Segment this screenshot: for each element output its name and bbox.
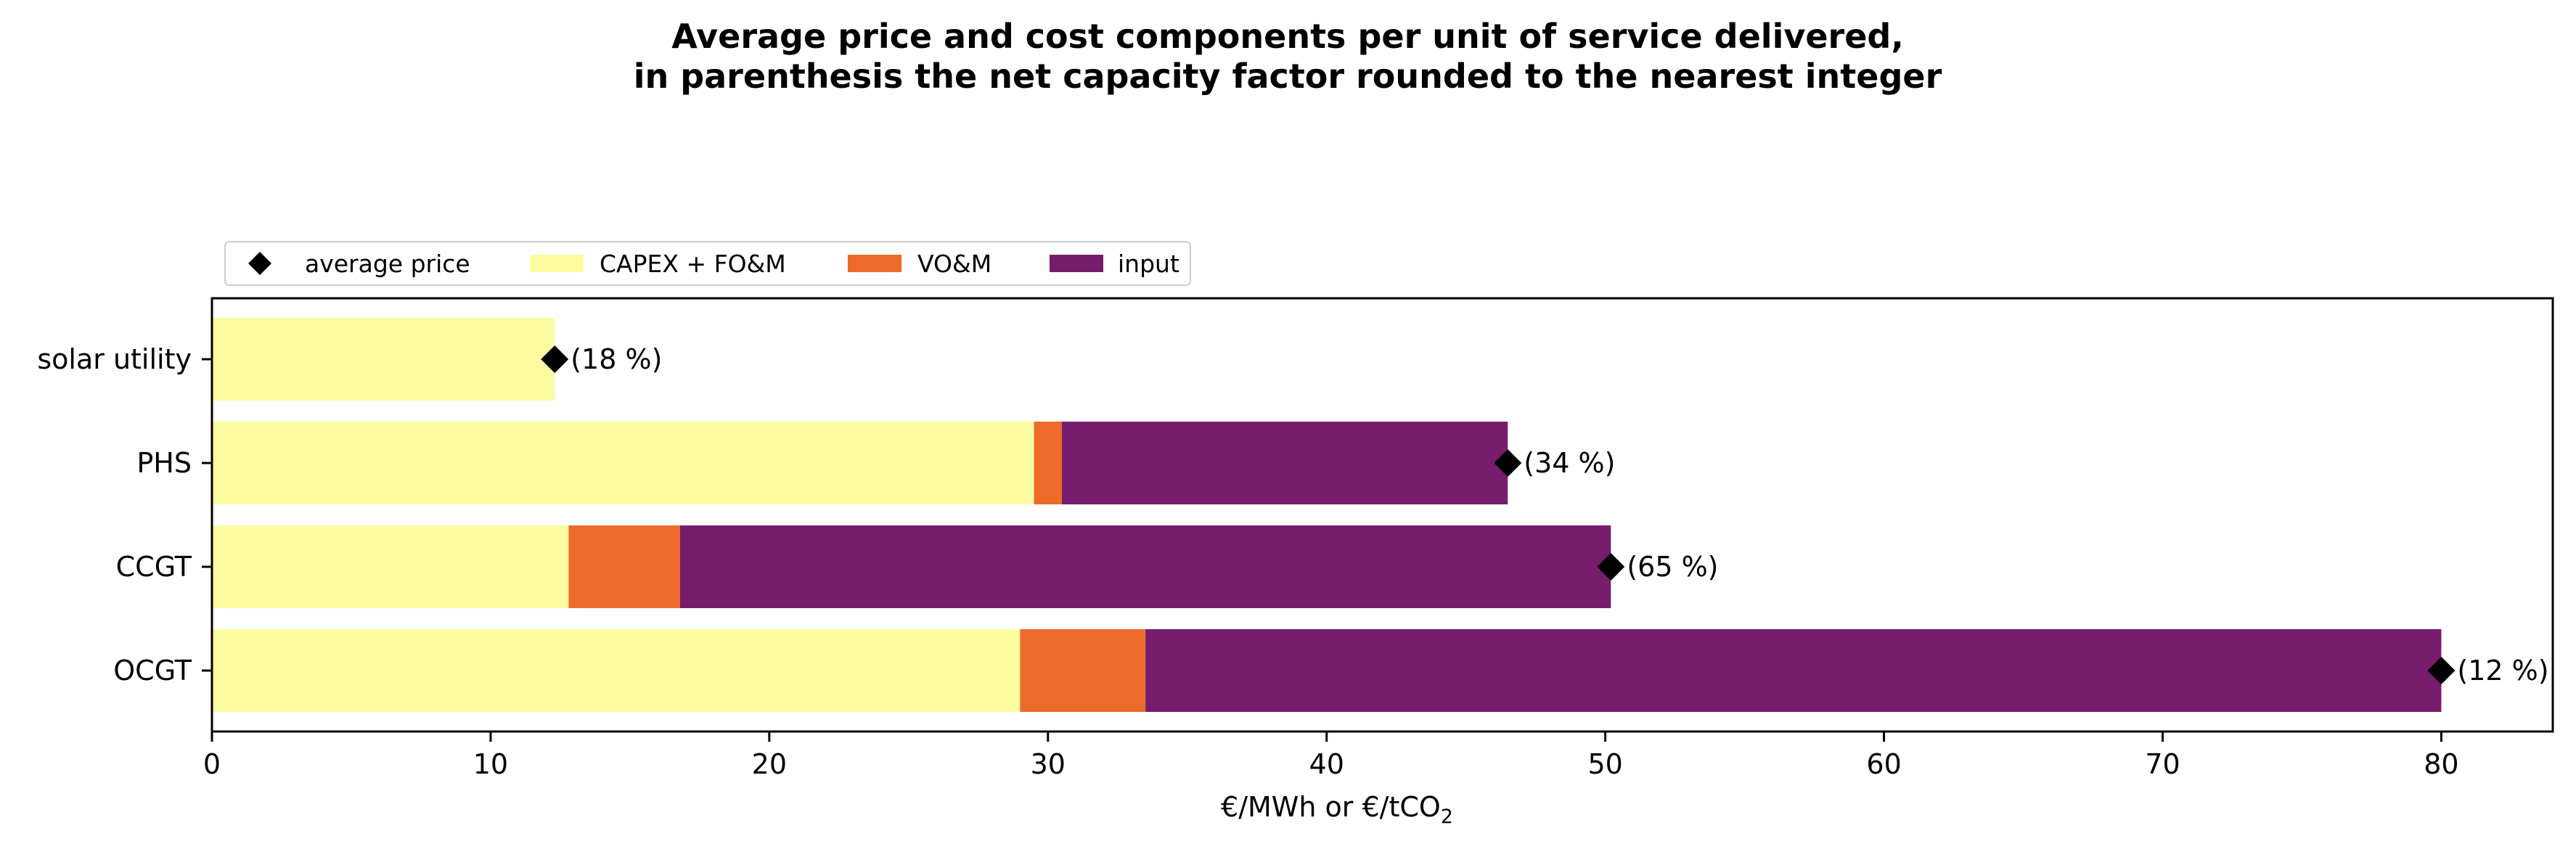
legend-label-average-price: average price — [305, 250, 470, 278]
x-tick-label-30: 30 — [1031, 748, 1066, 780]
x-axis-label-main: €/MWh or €/tCO — [1221, 791, 1441, 823]
legend: average price CAPEX + FO&M VO&M input — [224, 241, 1191, 286]
capacity-factor-label-solar-utility: (18 %) — [571, 343, 662, 375]
average-price-markers — [541, 345, 2456, 684]
bar-ccgt-input — [680, 525, 1611, 608]
capacity-factor-label-phs: (34 %) — [1524, 447, 1615, 479]
x-tick-label-70: 70 — [2145, 748, 2180, 780]
bar-phs-input — [1061, 422, 1508, 504]
average-price-marker-ccgt — [1597, 553, 1625, 581]
x-tick-label-20: 20 — [752, 748, 787, 780]
bar-ccgt-capex-fo-m — [212, 525, 569, 608]
average-price-marker-solar-utility — [541, 345, 569, 373]
legend-label-input: input — [1118, 250, 1179, 278]
capacity-factor-label-ocgt: (12 %) — [2457, 655, 2548, 687]
x-tick-label-50: 50 — [1587, 748, 1622, 780]
x-axis: 0 10 20 30 40 50 60 70 80 — [203, 732, 2459, 780]
legend-label-vo-m: VO&M — [917, 250, 991, 278]
y-tick-label-solar-utility: solar utility — [37, 343, 192, 375]
x-tick-label-10: 10 — [473, 748, 508, 780]
chart-title: Average price and cost components per un… — [671, 17, 1904, 56]
bar-ocgt-capex-fo-m — [212, 629, 1021, 712]
x-tick-label-40: 40 — [1309, 748, 1344, 780]
x-axis-label-subscript: 2 — [1441, 806, 1453, 828]
legend-swatch-average-price — [248, 252, 271, 275]
x-axis-label: €/MWh or €/tCO2 — [1221, 791, 1453, 828]
average-price-marker-phs — [1494, 449, 1522, 477]
bar-ccgt-vo-m — [568, 525, 680, 608]
bar-ocgt-input — [1145, 629, 2442, 712]
x-tick-label-80: 80 — [2424, 748, 2458, 780]
legend-swatch-input — [1050, 255, 1103, 272]
bar-phs-capex-fo-m — [212, 422, 1034, 504]
bar-solar-utility-capex-fo-m — [212, 318, 555, 401]
legend-swatch-capex-fo-m — [530, 255, 584, 272]
legend-swatch-vo-m — [848, 255, 901, 272]
y-tick-label-phs: PHS — [136, 447, 192, 479]
plot-frame — [210, 297, 2554, 733]
bar-phs-vo-m — [1034, 422, 1062, 504]
average-price-marker-ocgt — [2427, 657, 2456, 684]
chart-subtitle: in parenthesis the net capacity factor r… — [634, 57, 1942, 96]
capacity-factor-label-ccgt: (65 %) — [1627, 551, 1718, 583]
x-tick-label-60: 60 — [1866, 748, 1901, 780]
y-tick-label-ccgt: CCGT — [116, 551, 192, 583]
legend-box — [224, 241, 1191, 286]
x-tick-label-0: 0 — [203, 748, 221, 780]
bar-ocgt-vo-m — [1020, 629, 1146, 712]
annotations-layer: (18 %) (34 %) (65 %) (12 %) — [571, 343, 2548, 687]
y-axis: solar utility PHS CCGT OCGT — [37, 343, 212, 687]
legend-label-capex-fo-m: CAPEX + FO&M — [600, 250, 786, 278]
bars-layer — [212, 318, 2442, 712]
y-tick-label-ocgt: OCGT — [113, 655, 192, 687]
